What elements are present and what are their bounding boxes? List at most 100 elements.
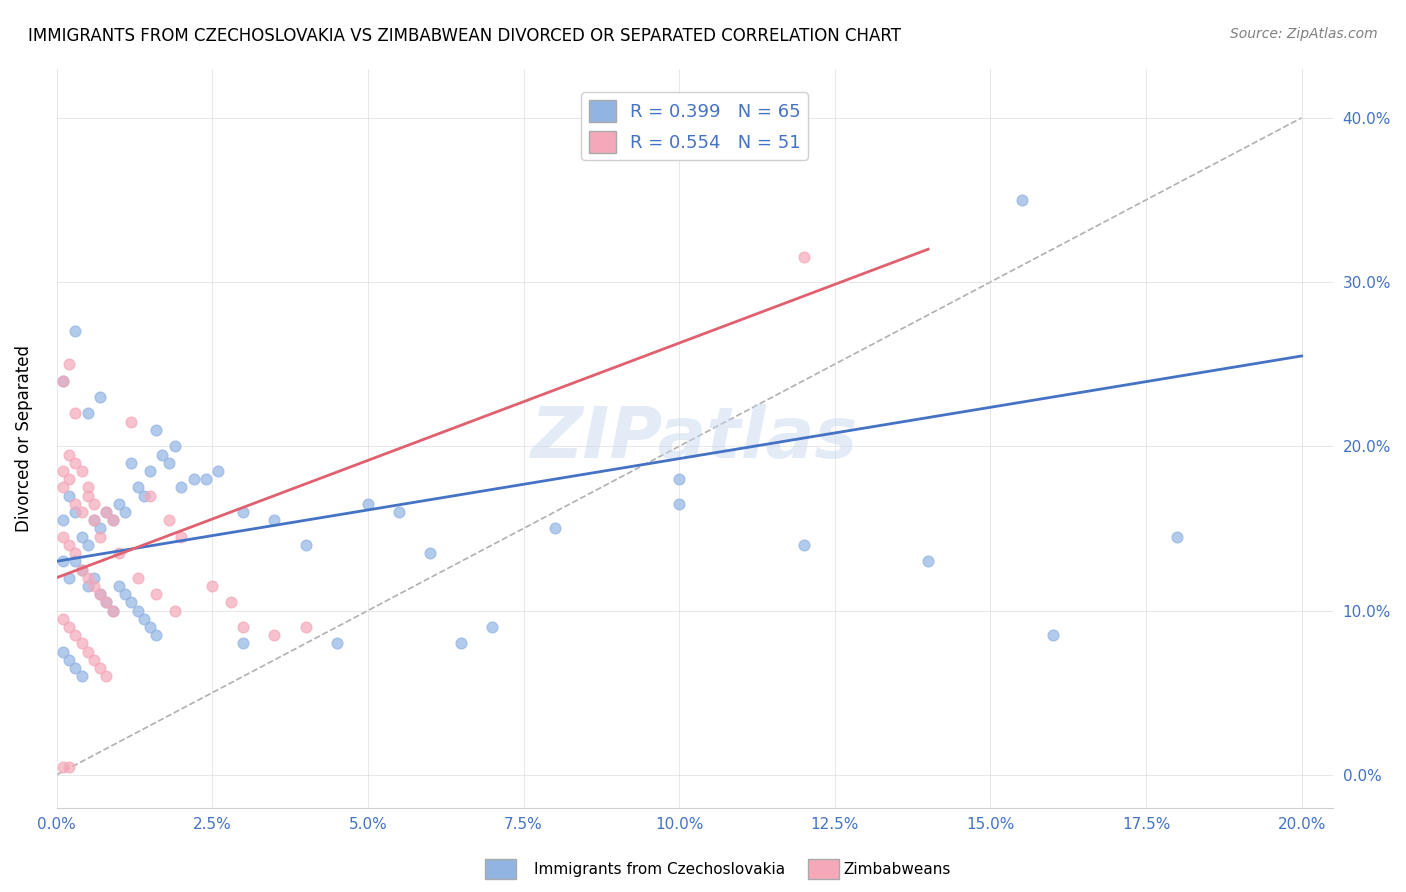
Point <box>65 661 87 675</box>
Point <box>132 612 155 626</box>
Point <box>793 251 815 265</box>
Point <box>70 505 93 519</box>
Point <box>65 546 87 560</box>
Point <box>52 612 75 626</box>
Point <box>96 505 118 519</box>
Point <box>120 456 142 470</box>
Point <box>917 554 939 568</box>
Point <box>58 489 80 503</box>
Point <box>163 603 186 617</box>
Point <box>76 645 98 659</box>
Point <box>101 603 124 617</box>
Point <box>668 472 690 486</box>
Point <box>58 653 80 667</box>
Point <box>58 472 80 486</box>
Point <box>163 439 186 453</box>
Point <box>157 456 180 470</box>
Point <box>139 620 162 634</box>
Point <box>145 628 167 642</box>
Point <box>543 521 565 535</box>
Point <box>83 497 105 511</box>
Point <box>232 636 254 650</box>
Point <box>450 636 472 650</box>
Point <box>170 480 193 494</box>
Point <box>139 464 162 478</box>
Point <box>127 603 149 617</box>
Point <box>65 497 87 511</box>
Point <box>89 530 111 544</box>
Point <box>793 538 815 552</box>
Point <box>127 480 149 494</box>
Point <box>52 513 75 527</box>
Point <box>132 489 155 503</box>
Text: Zimbabweans: Zimbabweans <box>844 863 950 877</box>
Point <box>70 562 93 576</box>
Point <box>89 587 111 601</box>
Point <box>76 480 98 494</box>
Point <box>58 571 80 585</box>
Point <box>65 456 87 470</box>
Point <box>76 538 98 552</box>
Point <box>419 546 441 560</box>
Point <box>89 587 111 601</box>
Point <box>65 505 87 519</box>
Point <box>108 546 131 560</box>
Point <box>152 448 174 462</box>
Point <box>157 513 180 527</box>
Point <box>120 415 142 429</box>
Point <box>101 513 124 527</box>
Point <box>65 554 87 568</box>
Point <box>89 661 111 675</box>
Y-axis label: Divorced or Separated: Divorced or Separated <box>15 344 32 532</box>
Point <box>96 669 118 683</box>
Point <box>668 497 690 511</box>
Point <box>1166 530 1188 544</box>
Point <box>1011 193 1033 207</box>
Point <box>83 579 105 593</box>
Point <box>83 571 105 585</box>
Point <box>294 538 316 552</box>
Point <box>145 587 167 601</box>
Point <box>76 571 98 585</box>
Point <box>114 587 136 601</box>
Point <box>1042 628 1064 642</box>
Point <box>52 554 75 568</box>
Point <box>83 513 105 527</box>
Point <box>145 423 167 437</box>
Text: ZIPatlas: ZIPatlas <box>531 403 859 473</box>
Point <box>195 472 218 486</box>
Point <box>65 324 87 338</box>
Point <box>89 521 111 535</box>
Text: IMMIGRANTS FROM CZECHOSLOVAKIA VS ZIMBABWEAN DIVORCED OR SEPARATED CORRELATION C: IMMIGRANTS FROM CZECHOSLOVAKIA VS ZIMBAB… <box>28 27 901 45</box>
Point <box>481 620 503 634</box>
Point <box>114 505 136 519</box>
Point <box>232 505 254 519</box>
Point <box>139 489 162 503</box>
Point <box>219 595 242 609</box>
Point <box>70 562 93 576</box>
Point <box>70 530 93 544</box>
Point <box>58 357 80 371</box>
Point <box>263 513 285 527</box>
Point <box>101 513 124 527</box>
Point <box>127 571 149 585</box>
Point <box>388 505 411 519</box>
Point <box>83 513 105 527</box>
Point <box>183 472 205 486</box>
Point <box>294 620 316 634</box>
Point <box>120 595 142 609</box>
Point <box>52 530 75 544</box>
Text: Source: ZipAtlas.com: Source: ZipAtlas.com <box>1230 27 1378 41</box>
Point <box>76 489 98 503</box>
Point <box>70 636 93 650</box>
Point <box>108 497 131 511</box>
Point <box>52 464 75 478</box>
Point <box>101 603 124 617</box>
Point <box>58 620 80 634</box>
Point <box>108 579 131 593</box>
Point <box>76 407 98 421</box>
Point <box>52 374 75 388</box>
Point <box>58 759 80 773</box>
Point <box>58 448 80 462</box>
Point <box>201 579 224 593</box>
